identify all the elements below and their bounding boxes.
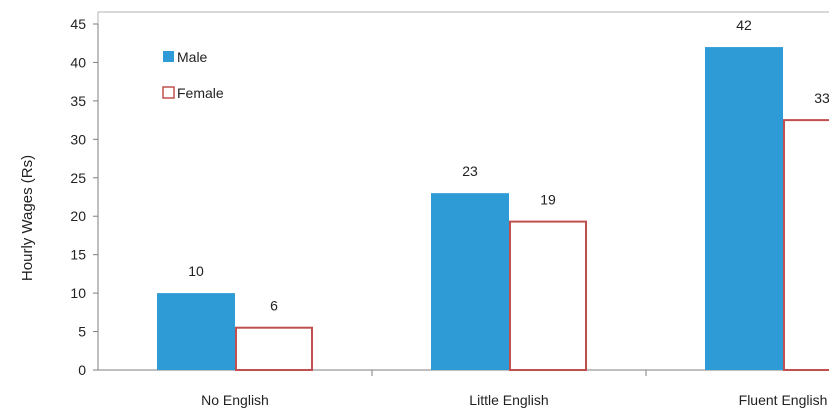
data-label: 10 xyxy=(188,263,204,279)
x-tick-label: Fluent English xyxy=(739,392,828,408)
bar-male xyxy=(157,293,235,370)
data-label: 42 xyxy=(736,17,752,33)
x-axis: No English Little English Fluent English xyxy=(201,370,827,408)
legend-swatch-male xyxy=(163,51,174,62)
legend: Male Female xyxy=(162,49,224,101)
bar-female xyxy=(509,220,587,371)
bar-female xyxy=(783,119,829,371)
data-labels: 10 6 23 19 42 33 xyxy=(188,17,829,314)
y-tick-label: 40 xyxy=(70,54,86,70)
legend-label: Female xyxy=(177,85,224,101)
data-label: 23 xyxy=(462,163,478,179)
y-tick-label: 20 xyxy=(70,208,86,224)
bar-male xyxy=(705,47,783,371)
y-tick-label: 35 xyxy=(70,93,86,109)
y-tick-label: 45 xyxy=(70,16,86,32)
bar-male xyxy=(431,193,509,370)
y-tick-label: 10 xyxy=(70,285,86,301)
legend-label: Male xyxy=(177,49,208,65)
y-tick-label: 15 xyxy=(70,247,86,263)
data-label: 19 xyxy=(540,192,556,208)
y-axis-title: Hourly Wages (Rs) xyxy=(19,155,36,281)
x-tick-label: Little English xyxy=(469,392,548,408)
bar-female xyxy=(235,326,313,372)
y-tick-label: 0 xyxy=(78,362,86,378)
y-tick-label: 30 xyxy=(70,131,86,147)
data-label: 6 xyxy=(270,298,278,314)
y-tick-label: 25 xyxy=(70,170,86,186)
x-tick-label: No English xyxy=(201,392,269,408)
bars xyxy=(157,47,829,372)
data-label: 33 xyxy=(814,90,829,106)
legend-swatch-female xyxy=(162,86,175,99)
y-tick-label: 5 xyxy=(78,324,86,340)
